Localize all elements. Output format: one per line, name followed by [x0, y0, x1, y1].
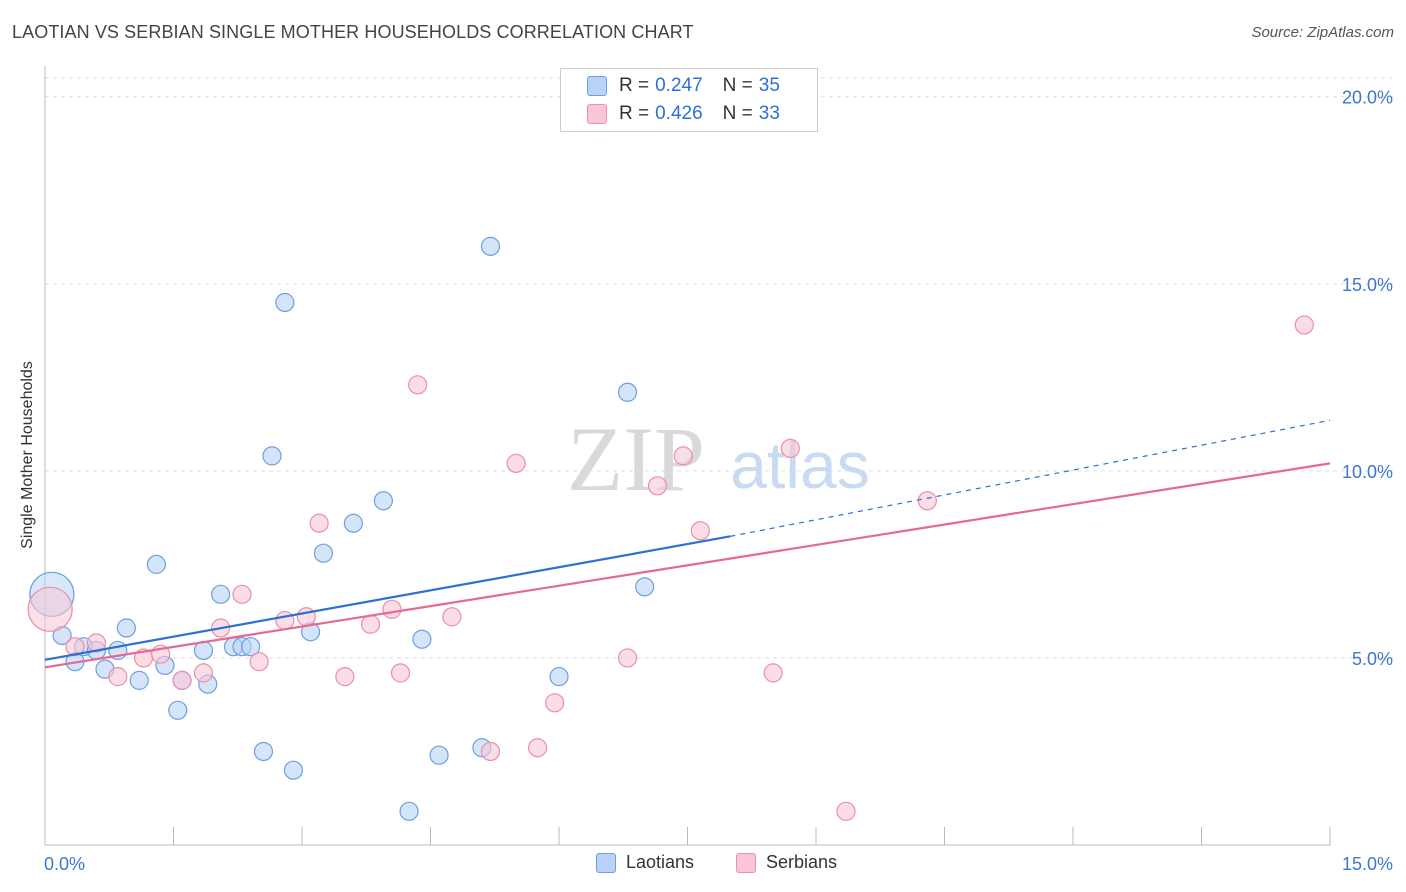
- laotian-point: [168, 700, 188, 720]
- watermark: ZIP atlas: [567, 408, 870, 510]
- serbian-point: [390, 663, 411, 683]
- serbian-point: [647, 476, 668, 496]
- r-value: 0.426: [655, 103, 703, 124]
- laotian-point: [617, 382, 638, 402]
- laotian-trend-line: [44, 535, 731, 661]
- laotian-point: [241, 637, 261, 657]
- y-tick-label: 10.0%: [1342, 462, 1393, 482]
- serbian-point: [275, 610, 295, 631]
- serbian-point: [309, 513, 329, 533]
- laotian-points: [29, 236, 655, 821]
- y-tick-label: 5.0%: [1352, 649, 1393, 669]
- laotian-point: [313, 543, 334, 563]
- laotian-point: [146, 554, 166, 574]
- laotian-point: [253, 741, 274, 762]
- laotian-point: [275, 292, 295, 313]
- serbian-swatch: [736, 852, 756, 873]
- serbian-swatch: [587, 104, 607, 124]
- laotian-point: [412, 629, 432, 649]
- stats-row-laotians: R = 0.247 N = 35: [587, 73, 780, 99]
- x-tick-labels: 0.0% 15.0%: [44, 854, 1393, 874]
- laotian-point: [549, 667, 569, 687]
- laotian-point: [211, 584, 231, 604]
- serbian-point: [917, 491, 937, 511]
- serbian-point: [763, 663, 783, 683]
- chart-title: LAOTIAN VS SERBIAN SINGLE MOTHER HOUSEHO…: [12, 22, 694, 42]
- n-label: N =: [722, 75, 753, 96]
- serbian-point: [27, 586, 73, 632]
- legend-label-laotians: Laotians: [626, 852, 695, 872]
- watermark-atlas: atlas: [730, 428, 869, 502]
- laotian-point: [343, 513, 363, 533]
- laotian-point: [429, 745, 449, 765]
- serbian-point: [408, 375, 428, 395]
- n-label: N =: [722, 103, 753, 124]
- stats-legend: R = 0.247 N = 35 R = 0.426 N = 33: [560, 68, 818, 132]
- x-tick-label: 15.0%: [1342, 854, 1393, 874]
- stats-row-serbians: R = 0.426 N = 33: [587, 101, 780, 127]
- axes: [44, 66, 1331, 846]
- laotian-point: [373, 491, 393, 511]
- source-label: Source: ZipAtlas.com: [1251, 24, 1394, 41]
- serbian-point: [442, 607, 462, 627]
- n-value: 35: [758, 75, 780, 96]
- legend-item-serbians[interactable]: Serbians: [736, 852, 837, 873]
- serbian-point: [360, 614, 381, 634]
- legend-label-serbians: Serbians: [766, 852, 838, 872]
- serbian-point: [673, 446, 693, 466]
- serbian-point: [527, 738, 548, 758]
- legend-item-laotians[interactable]: Laotians: [596, 852, 694, 873]
- serbian-point: [780, 438, 800, 459]
- n-value: 33: [758, 103, 780, 124]
- serbian-point: [506, 453, 526, 473]
- serbian-point: [193, 663, 214, 683]
- x-tick-label: 0.0%: [44, 854, 85, 874]
- laotian-point: [129, 670, 149, 690]
- serbian-point: [86, 633, 107, 653]
- serbian-point: [480, 741, 501, 762]
- trend-lines: [44, 419, 1331, 669]
- laotian-point: [399, 801, 419, 821]
- r-label: R =: [619, 75, 650, 96]
- gridlines: [45, 77, 1395, 659]
- serbian-point: [249, 652, 269, 672]
- serbian-points: [27, 315, 1314, 821]
- serbian-point: [335, 667, 355, 687]
- serbian-trend-line: [44, 462, 1331, 669]
- laotian-point: [283, 760, 304, 780]
- serbian-point: [836, 801, 856, 821]
- y-tick-label: 20.0%: [1342, 88, 1393, 108]
- serbian-point: [108, 667, 128, 687]
- serbian-point: [1294, 315, 1314, 335]
- series-legend: Laotians Serbians: [0, 852, 1406, 876]
- y-tick-label: 15.0%: [1342, 275, 1393, 295]
- serbian-point: [382, 599, 402, 619]
- serbian-point: [232, 584, 252, 604]
- serbian-point: [65, 637, 85, 657]
- laotian-point: [116, 618, 136, 638]
- r-value: 0.247: [655, 75, 703, 96]
- serbian-point: [172, 670, 192, 690]
- laotian-point: [635, 577, 655, 597]
- serbian-point: [617, 648, 638, 668]
- serbian-point: [690, 521, 710, 541]
- r-label: R =: [619, 103, 650, 124]
- y-tick-labels: 5.0% 10.0% 15.0% 20.0%: [1342, 88, 1393, 669]
- laotian-point: [480, 236, 501, 256]
- laotian-swatch: [596, 852, 616, 873]
- laotian-trend-extension: [730, 419, 1331, 537]
- laotian-swatch: [587, 76, 607, 96]
- laotian-point: [262, 446, 282, 466]
- serbian-point: [296, 607, 316, 627]
- serbian-point: [545, 693, 565, 713]
